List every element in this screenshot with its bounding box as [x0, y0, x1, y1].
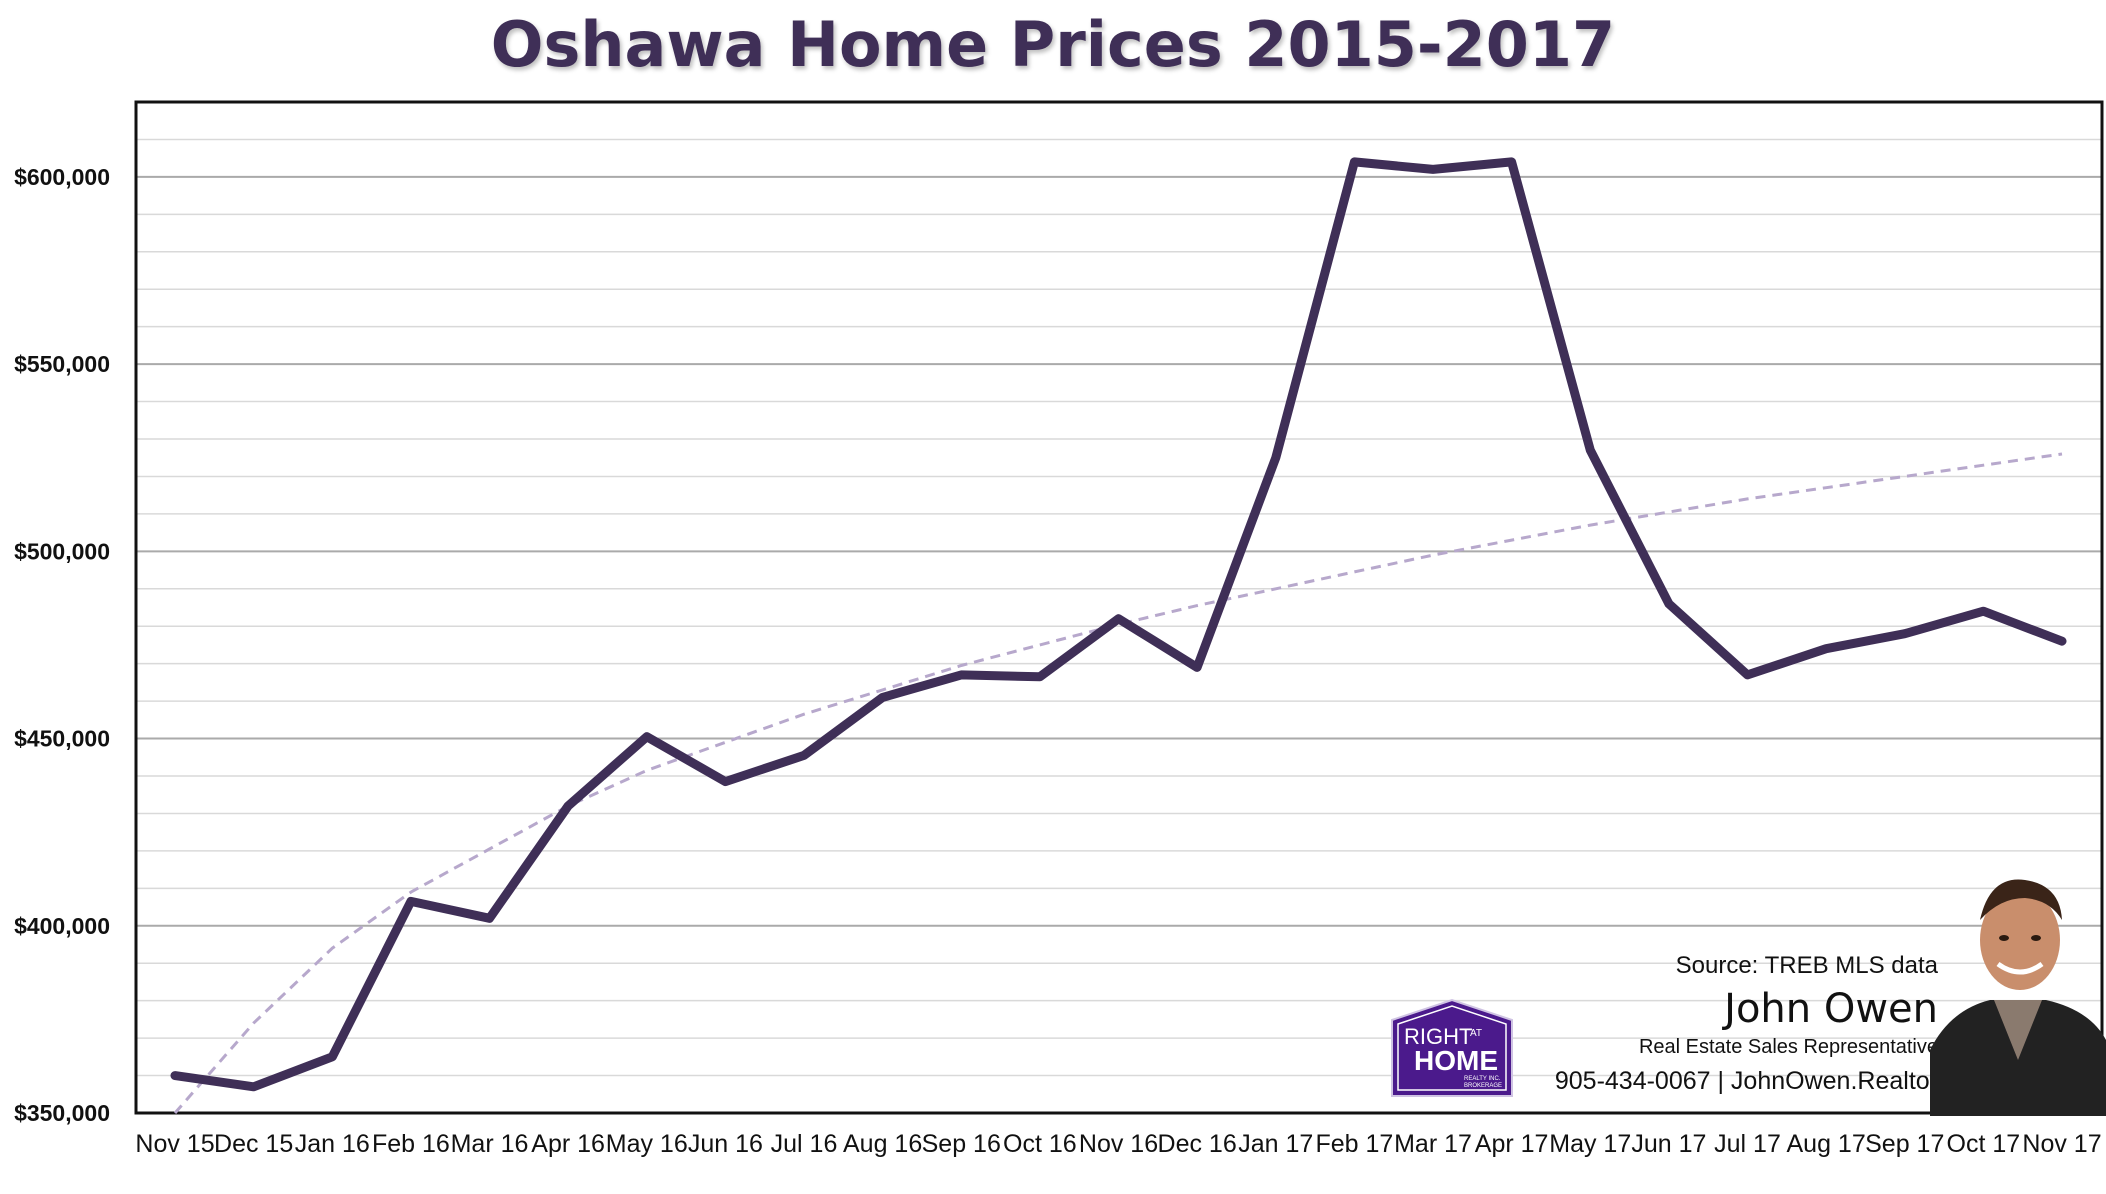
data-point	[1982, 610, 1984, 612]
right-at-home-logo: RIGHT AT HOME REALTY INC. BROKERAGE	[1391, 998, 1513, 1097]
price-line	[170, 157, 2067, 1092]
y-tick-label: $350,000	[14, 1100, 110, 1126]
data-point	[1511, 161, 1513, 163]
data-point	[1668, 603, 1670, 605]
data-point	[1589, 449, 1591, 451]
grid-lines	[136, 101, 2102, 1114]
x-tick-label: Oct 16	[1003, 1130, 1077, 1158]
data-point	[2061, 640, 2063, 642]
x-tick-label: Sep 17	[1865, 1130, 1944, 1158]
data-point	[803, 754, 805, 756]
data-point	[1275, 457, 1277, 459]
data-point	[1904, 633, 1906, 635]
x-tick-label: Apr 17	[1475, 1130, 1549, 1158]
x-tick-label: Feb 17	[1315, 1130, 1393, 1158]
data-point	[646, 736, 648, 738]
data-point	[882, 696, 884, 698]
data-point	[253, 1086, 255, 1088]
data-points	[174, 161, 2063, 1088]
x-tick-label: Jul 17	[1714, 1130, 1781, 1158]
svg-text:RIGHT: RIGHT	[1404, 1024, 1472, 1049]
x-tick-label: Mar 16	[451, 1130, 529, 1158]
y-axis-labels: $350,000 $400,000 $450,000 $500,000 $550,000…	[14, 164, 110, 1126]
data-point	[1825, 648, 1827, 650]
x-tick-label: Apr 16	[531, 1130, 605, 1158]
x-tick-label: Nov 16	[1079, 1130, 1158, 1158]
x-tick-label: Dec 15	[214, 1130, 293, 1158]
x-tick-label: Nov 17	[2022, 1130, 2101, 1158]
data-point	[489, 917, 490, 919]
plot-border	[134, 100, 2104, 1115]
svg-text:AT: AT	[1470, 1028, 1482, 1039]
x-tick-label: Jan 17	[1238, 1130, 1313, 1158]
agent-name: John Owen	[1724, 986, 1938, 1032]
x-tick-label: Jun 17	[1631, 1130, 1706, 1158]
data-point	[410, 900, 412, 902]
chart-title: Oshawa Home Prices 2015-2017	[490, 8, 1616, 81]
svg-text:REALTY INC.: REALTY INC.	[1464, 1076, 1501, 1082]
x-tick-label: Oct 17	[1947, 1130, 2021, 1158]
agent-role: Real Estate Sales Representative	[1638, 1036, 1938, 1058]
source-note: Source: TREB MLS data	[1675, 952, 1938, 979]
x-tick-label: Jan 16	[295, 1130, 370, 1158]
svg-text:HOME: HOME	[1414, 1045, 1498, 1076]
data-point	[1432, 168, 1434, 170]
data-point	[1747, 674, 1748, 676]
x-tick-label: Aug 17	[1787, 1130, 1866, 1158]
x-tick-label: Aug 16	[843, 1130, 922, 1158]
data-point	[724, 781, 726, 783]
y-tick-label: $500,000	[14, 538, 110, 564]
data-point	[960, 674, 962, 676]
x-tick-label: Jul 16	[771, 1130, 838, 1158]
x-tick-label: Sep 16	[922, 1130, 1001, 1158]
y-tick-label: $400,000	[14, 913, 110, 939]
x-tick-label: Nov 15	[135, 1130, 214, 1158]
data-point	[567, 805, 569, 807]
credit-block: Source: TREB MLS data John Owen Real Est…	[1555, 952, 1938, 1096]
data-point	[331, 1056, 333, 1058]
x-tick-label: May 16	[606, 1130, 688, 1158]
y-tick-label: $600,000	[14, 164, 110, 190]
x-tick-label: Dec 16	[1158, 1130, 1237, 1158]
agent-contact: 905-434-0067 | JohnOwen.Realtor	[1554, 1067, 1938, 1095]
svg-text:BROKERAGE: BROKERAGE	[1464, 1083, 1502, 1089]
data-point	[174, 1075, 176, 1077]
data-point	[1196, 666, 1198, 668]
data-point	[1353, 161, 1355, 163]
x-axis-labels: Nov 15 Dec 15 Jan 16 Feb 16 Mar 16 Apr 16 May …	[135, 1130, 2101, 1158]
y-tick-label: $450,000	[14, 726, 110, 752]
y-tick-label: $550,000	[14, 351, 110, 377]
x-tick-label: May 17	[1549, 1130, 1631, 1158]
x-tick-label: Feb 16	[372, 1130, 450, 1158]
trendline	[173, 452, 2063, 1114]
agent-photo	[1930, 879, 2106, 1116]
x-tick-label: Mar 17	[1394, 1130, 1472, 1158]
data-point	[1039, 676, 1041, 678]
x-tick-label: Jun 16	[688, 1130, 763, 1158]
data-point	[1118, 618, 1119, 620]
